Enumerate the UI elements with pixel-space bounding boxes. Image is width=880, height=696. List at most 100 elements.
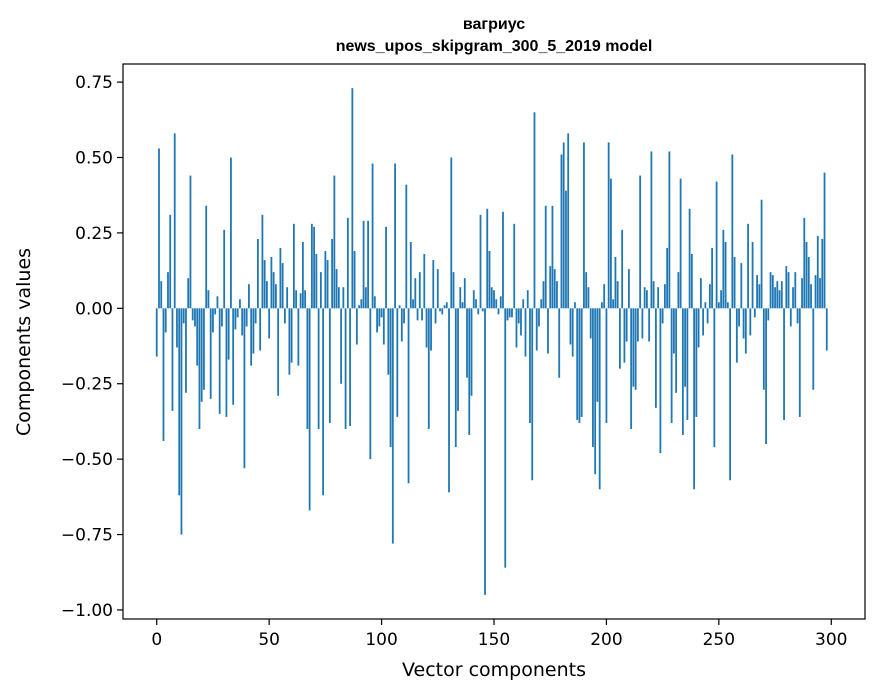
bar: [484, 308, 486, 595]
bar: [470, 308, 473, 396]
bar: [677, 272, 680, 309]
bar: [819, 278, 821, 309]
bar: [248, 284, 250, 309]
bar: [776, 281, 779, 309]
bar: [380, 308, 383, 318]
bar: [301, 241, 304, 309]
bar: [753, 308, 756, 318]
bar: [414, 278, 417, 309]
bar: [738, 308, 740, 327]
bar: [351, 88, 354, 309]
x-tick-label: 0: [151, 630, 162, 650]
bar: [508, 308, 511, 318]
bar: [720, 290, 722, 309]
bar: [529, 308, 531, 423]
bar: [625, 308, 628, 342]
bar: [288, 308, 291, 375]
bar: [421, 308, 423, 321]
bar: [333, 175, 336, 309]
bar: [769, 272, 772, 309]
bar: [589, 308, 592, 339]
bar: [533, 112, 536, 309]
bar: [742, 308, 745, 339]
bar: [825, 308, 828, 351]
bar: [598, 308, 601, 490]
bar: [205, 205, 208, 309]
bar: [378, 308, 381, 327]
bar: [713, 308, 716, 448]
bar: [744, 308, 747, 354]
bar: [623, 308, 626, 363]
bar: [319, 272, 322, 309]
bar: [493, 290, 495, 309]
bar: [681, 308, 684, 436]
bar: [185, 308, 187, 393]
bar: [758, 284, 761, 309]
bar: [382, 308, 385, 345]
bar: [596, 308, 599, 402]
bar: [448, 308, 450, 493]
bar: [708, 284, 711, 309]
bar: [699, 278, 702, 309]
bar: [810, 284, 812, 309]
bar: [209, 308, 212, 399]
bar: [798, 308, 801, 417]
bar: [643, 287, 646, 309]
bar: [268, 308, 271, 339]
bar: [176, 308, 178, 348]
bar: [607, 142, 610, 309]
bar: [207, 290, 210, 309]
bar: [403, 308, 405, 324]
bar: [250, 308, 253, 366]
bar: [322, 308, 325, 496]
bar: [160, 281, 163, 309]
bar: [558, 308, 561, 378]
bar: [495, 299, 498, 309]
bar: [182, 308, 185, 324]
bar: [362, 220, 365, 309]
bar: [360, 299, 363, 309]
bar: [263, 260, 266, 309]
bar: [672, 308, 675, 354]
bar: [261, 214, 264, 309]
bar: [223, 229, 226, 309]
bar: [556, 281, 558, 309]
bar: [158, 148, 160, 309]
bar: [511, 308, 513, 318]
bar: [565, 190, 567, 309]
bar: [567, 133, 570, 309]
plot-frame: [122, 63, 866, 620]
bar: [601, 302, 603, 309]
bar: [454, 308, 457, 448]
y-tick-label: −0.50: [61, 450, 113, 470]
bar: [481, 308, 484, 312]
bar: [684, 308, 687, 387]
bar: [236, 308, 239, 318]
bar: [277, 308, 280, 396]
bar: [641, 308, 644, 339]
bar: [783, 308, 785, 420]
x-tick-label: 50: [258, 630, 280, 650]
bar: [227, 308, 230, 360]
bar: [726, 302, 729, 309]
bar: [583, 142, 585, 309]
bar: [506, 308, 509, 321]
bar: [254, 308, 257, 324]
bar: [504, 308, 507, 568]
chart-title-line1: вагриус: [463, 16, 525, 33]
bar: [299, 293, 302, 309]
bar: [218, 308, 221, 414]
bar: [717, 302, 720, 309]
bar: [547, 308, 549, 354]
bar: [216, 296, 219, 309]
bar: [328, 308, 331, 423]
y-axis-label: Components values: [13, 248, 35, 436]
bar: [436, 269, 439, 309]
bar: [610, 178, 612, 309]
bar: [310, 223, 313, 309]
chart-title-line2: news_upos_skipgram_300_5_2019 model: [336, 38, 653, 55]
bar: [297, 308, 300, 366]
bar: [544, 205, 547, 309]
bar: [706, 308, 709, 324]
